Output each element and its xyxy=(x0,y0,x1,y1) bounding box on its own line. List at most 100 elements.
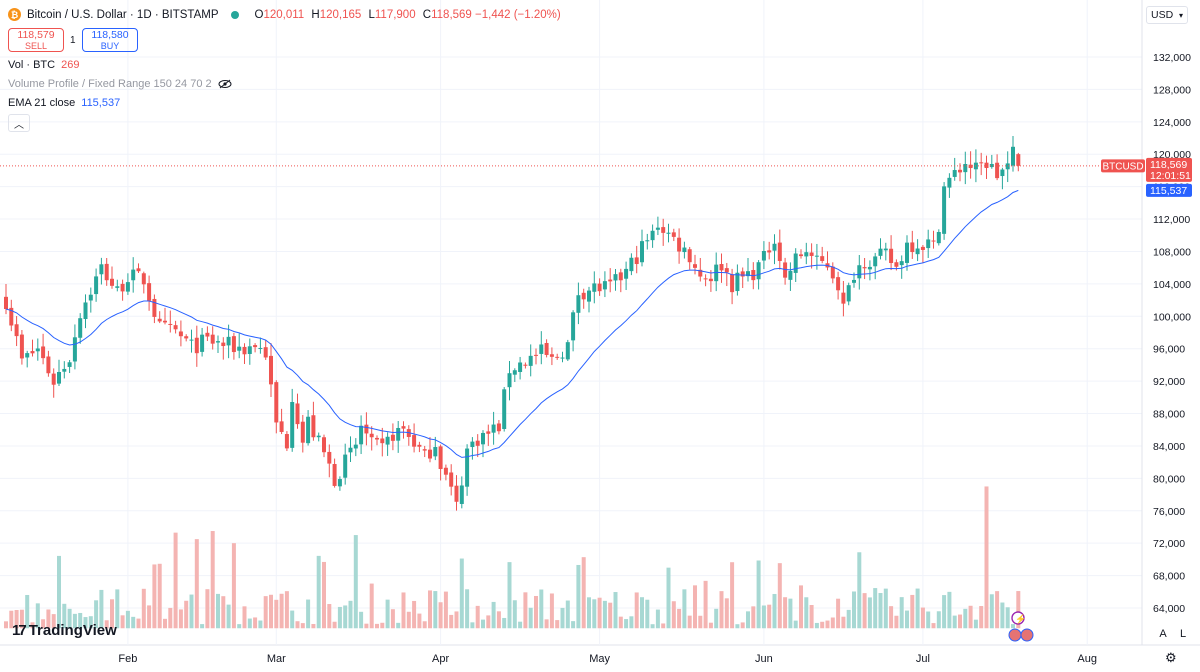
volume-bar xyxy=(624,619,629,629)
volume-bar xyxy=(995,591,1000,629)
ema-indicator-label: EMA 21 close xyxy=(8,97,76,109)
volume-bar xyxy=(984,486,989,629)
x-tick-label: May xyxy=(589,653,610,665)
volume-bar xyxy=(989,594,994,629)
candle-body xyxy=(316,435,321,438)
candle-body xyxy=(809,252,814,256)
candle-body xyxy=(581,292,586,300)
candle-body xyxy=(555,356,560,358)
candle-body xyxy=(481,432,485,445)
candle-body xyxy=(1005,163,1010,170)
us-flag-event-icon[interactable] xyxy=(1008,628,1022,642)
volume-bar xyxy=(857,552,862,629)
volume-bar xyxy=(1005,607,1010,629)
symbol-tag-bg xyxy=(1101,159,1145,173)
candle-body xyxy=(369,433,374,438)
y-tick-label: 112,000 xyxy=(1153,214,1190,226)
volume-bar xyxy=(846,609,851,629)
volume-bar xyxy=(385,599,390,629)
candle-body xyxy=(131,269,136,281)
volume-bar xyxy=(19,609,24,629)
candle-body xyxy=(512,370,517,375)
volume-bar xyxy=(242,606,247,629)
volume-bar xyxy=(539,589,544,629)
volume-bar xyxy=(1016,591,1021,629)
candle-body xyxy=(412,435,417,447)
candle-body xyxy=(359,425,364,445)
candle-body xyxy=(396,427,401,441)
symbol-title[interactable]: Bitcoin / U.S. Dollar · 1D · BITSTAMP xyxy=(27,8,219,21)
candle-body xyxy=(507,373,512,388)
volume-bar xyxy=(99,589,104,629)
candle-body xyxy=(110,278,114,286)
volume-bar xyxy=(788,598,793,629)
volume-bar xyxy=(88,616,93,629)
candle-body xyxy=(650,230,655,241)
candle-body xyxy=(915,248,920,255)
volume-bar xyxy=(703,580,708,629)
volume-bar xyxy=(131,616,136,629)
candle-body xyxy=(836,277,841,291)
ema-indicator-legend[interactable]: EMA 21 close 115,537 xyxy=(8,97,120,109)
volume-bar xyxy=(618,616,623,629)
volume-bar xyxy=(231,543,236,629)
candle-body xyxy=(751,270,756,281)
volume-bar xyxy=(565,600,570,629)
volume-bar xyxy=(163,618,167,629)
candle-body xyxy=(115,286,120,288)
volume-bar xyxy=(428,590,432,629)
lightning-event-icon[interactable] xyxy=(1011,611,1025,625)
y-tick-label: 128,000 xyxy=(1153,84,1191,96)
volume-bar xyxy=(157,563,162,629)
volume-bar xyxy=(587,597,591,629)
volume-indicator-legend[interactable]: Vol · BTC 269 xyxy=(8,59,79,71)
y-tick-label: 84,000 xyxy=(1153,441,1185,453)
volume-bar xyxy=(496,611,501,629)
volume-bar xyxy=(35,603,40,629)
volume-bar xyxy=(475,605,480,629)
buy-button[interactable]: 118,580 BUY xyxy=(82,28,138,52)
volume-bar xyxy=(258,620,263,629)
volume-profile-legend[interactable]: Volume Profile / Fixed Range 150 24 70 2 xyxy=(8,78,232,90)
candle-body xyxy=(777,242,782,261)
symbol-legend[interactable]: ₿ Bitcoin / U.S. Dollar · 1D · BITSTAMP … xyxy=(8,8,561,21)
candle-body xyxy=(920,246,925,250)
auto-scale-button[interactable]: A xyxy=(1159,628,1167,640)
volume-bar xyxy=(449,614,454,629)
us-flag-event-icon-2[interactable] xyxy=(1020,628,1034,642)
candle-body xyxy=(730,274,735,293)
candle-body xyxy=(857,265,862,279)
collapse-legend-button[interactable]: ︿ xyxy=(8,114,30,132)
y-tick-label: 108,000 xyxy=(1153,246,1191,258)
candle-body xyxy=(618,272,623,281)
event-icons[interactable]: ⚡ xyxy=(1008,611,1034,642)
volume-bar xyxy=(205,589,210,629)
volume-bar xyxy=(973,619,978,629)
candle-body xyxy=(491,424,496,433)
candle-body xyxy=(841,292,846,304)
candle-body xyxy=(157,318,162,322)
volume-bar xyxy=(353,535,358,629)
volume-bar xyxy=(491,601,496,629)
volume-bar xyxy=(661,623,666,629)
x-tick-label: Jul xyxy=(916,653,930,665)
volume-bar xyxy=(322,561,326,629)
close-value: 118,569 xyxy=(431,8,472,21)
gear-icon[interactable]: ⚙ xyxy=(1165,650,1177,665)
volume-bar xyxy=(724,598,729,629)
candle-body xyxy=(814,255,819,257)
candle-body xyxy=(449,472,454,487)
volume-bar xyxy=(343,605,348,629)
sell-button[interactable]: 118,579 SELL xyxy=(8,28,64,52)
currency-selector[interactable]: USD ▾ xyxy=(1146,6,1188,24)
volume-bar xyxy=(942,595,947,629)
candle-body xyxy=(910,242,915,253)
volume-bar xyxy=(746,611,750,629)
time-axis[interactable]: Feb Mar Apr May Jun Jul Aug xyxy=(118,653,1097,665)
candle-body xyxy=(380,438,385,444)
log-scale-button[interactable]: L xyxy=(1179,628,1187,640)
hidden-eye-icon[interactable] xyxy=(218,79,232,89)
high-value: 120,165 xyxy=(319,8,362,21)
x-tick-label: Mar xyxy=(267,653,286,665)
